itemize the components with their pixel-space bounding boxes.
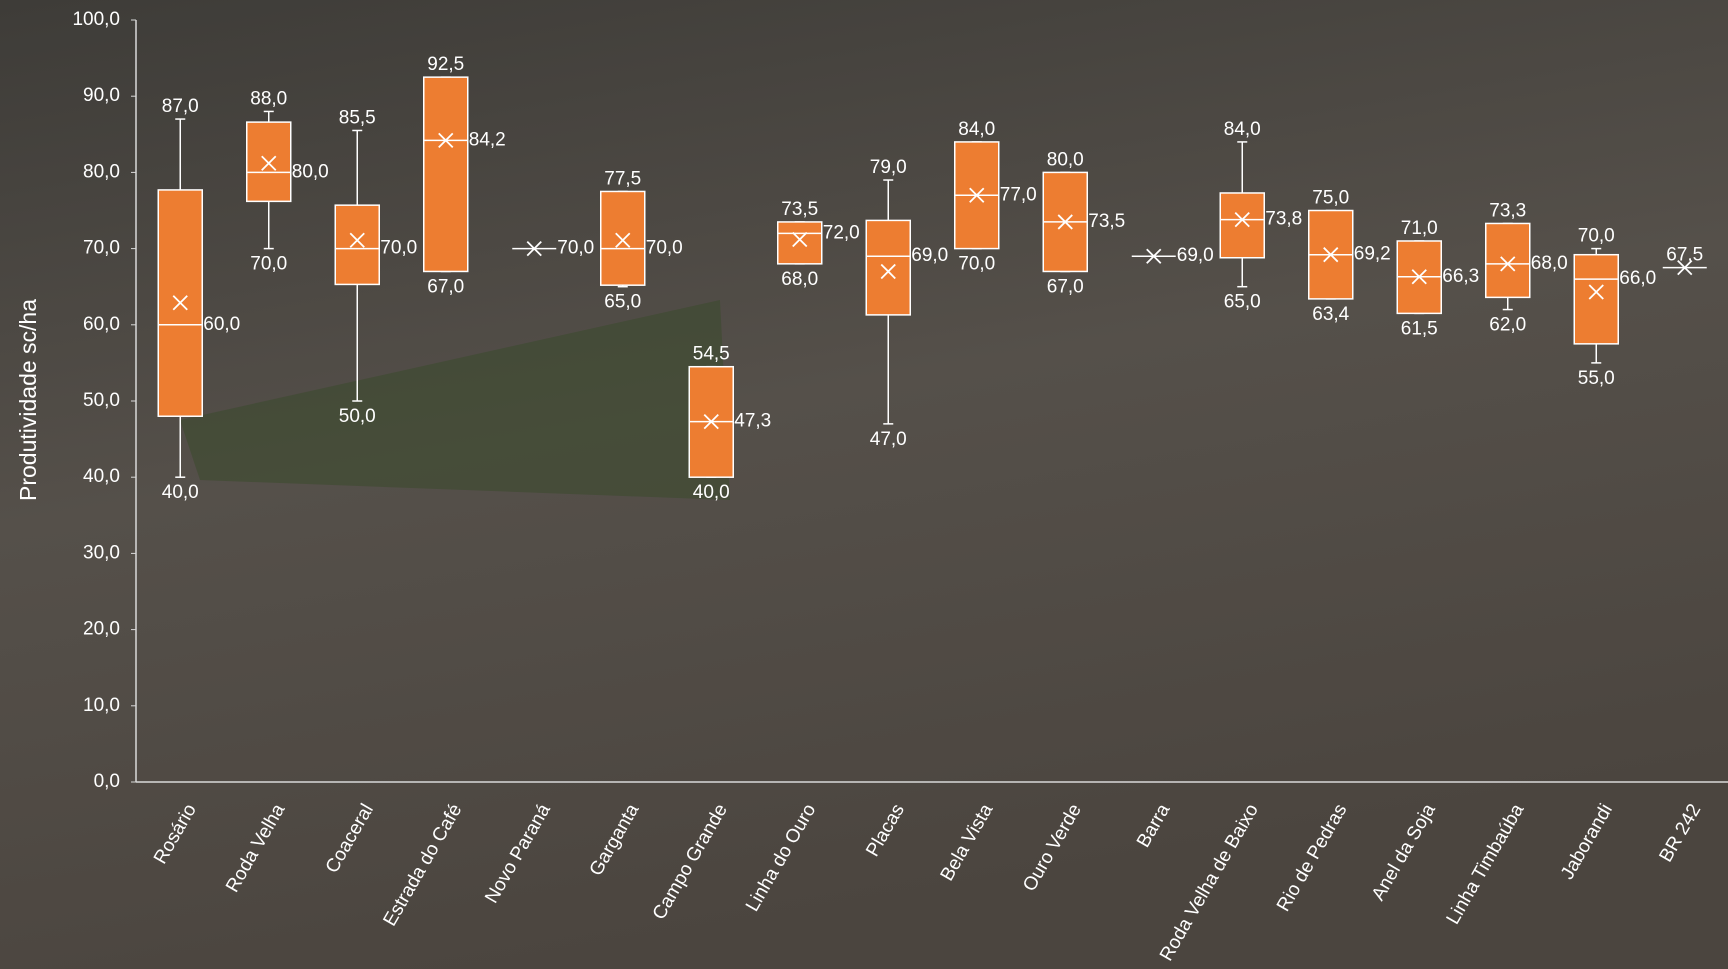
max-label: 77,5 [604,168,641,189]
min-label: 62,0 [1489,315,1526,336]
mean-marker [880,263,896,280]
median-label: 68,0 [1531,253,1568,274]
mean-marker [172,295,188,311]
y-tick-label: 50,0 [83,390,120,411]
max-label: 70,0 [1578,226,1615,247]
y-tick-label: 0,0 [94,771,120,792]
min-label: 67,0 [1047,276,1084,297]
mean-marker [1677,260,1693,276]
mean-marker [1588,284,1604,300]
y-tick-label: 20,0 [83,619,120,640]
box [246,121,292,203]
median-label: 66,3 [1442,266,1479,287]
combine-photo [180,300,730,500]
median-label: 69,2 [1354,244,1391,265]
median-label: 73,8 [1265,209,1302,230]
min-label: 65,0 [1224,292,1261,313]
box [600,190,646,286]
box [334,204,380,286]
max-label: 71,0 [1401,218,1438,239]
max-label: 92,5 [427,54,464,75]
min-label: 63,4 [1312,304,1349,325]
min-label: 61,5 [1401,318,1438,339]
box [1573,253,1619,345]
mean-label: 70,0 [557,238,594,259]
min-label: 70,0 [250,254,287,275]
median-label: 60,0 [203,314,240,335]
mean-marker [526,240,542,257]
box [865,219,911,316]
min-label: 65,0 [604,292,641,313]
box [777,221,823,265]
mean-marker [1234,212,1250,228]
mean-label: 84,2 [469,129,506,150]
mean-marker [792,231,808,248]
median-label: 77,0 [1000,184,1037,205]
median-label: 70,0 [646,238,683,259]
max-label: 88,0 [250,88,287,109]
median-label: 69,0 [911,245,948,266]
min-label: 47,0 [870,429,907,450]
box [423,76,469,273]
mean-marker [703,413,719,430]
mean-marker [1323,247,1339,263]
y-tick-label: 60,0 [83,314,120,335]
max-label: 80,0 [1047,149,1084,170]
median-label: 47,3 [734,411,771,432]
box [1219,192,1265,259]
median-label: 66,0 [1619,268,1656,289]
y-tick-label: 70,0 [83,238,120,259]
y-tick-label: 10,0 [83,695,120,716]
min-label: 68,0 [781,269,818,290]
max-label: 84,0 [1224,119,1261,140]
mean-marker [969,187,985,203]
max-label: 75,0 [1312,188,1349,209]
min-label: 67,0 [427,276,464,297]
mean-marker [261,155,277,171]
mean-marker [438,132,454,149]
mean-marker [615,232,631,248]
mean-marker [1057,214,1073,230]
max-label: 87,0 [162,96,199,117]
max-label: 85,5 [339,108,376,129]
y-tick-label: 80,0 [83,161,120,182]
mean-marker [349,232,365,248]
mean-marker [1500,256,1516,272]
median-label: 73,5 [1088,211,1125,232]
max-label: 73,5 [781,199,818,220]
max-label: 79,0 [870,157,907,178]
min-label: 50,0 [339,406,376,427]
min-label: 55,0 [1578,368,1615,389]
mean-label: 69,0 [1177,245,1214,266]
min-label: 70,0 [958,254,995,275]
mean-marker [1146,248,1162,264]
y-tick-label: 30,0 [83,542,120,563]
y-tick-label: 100,0 [72,9,120,30]
median-label: 80,0 [292,161,329,182]
median-label: 70,0 [380,238,417,259]
max-label: 73,3 [1489,200,1526,221]
y-tick-label: 40,0 [83,466,120,487]
max-label: 84,0 [958,119,995,140]
box [1485,222,1531,299]
mean-marker [1411,269,1427,285]
max-label: 67,5 [1666,245,1703,266]
y-tick-label: 90,0 [83,85,120,106]
max-label: 54,5 [693,344,730,365]
median-label: 72,0 [823,222,860,243]
min-label: 40,0 [162,482,199,503]
y-axis-title: Produtividade sc/ha [15,299,41,501]
min-label: 40,0 [693,482,730,503]
